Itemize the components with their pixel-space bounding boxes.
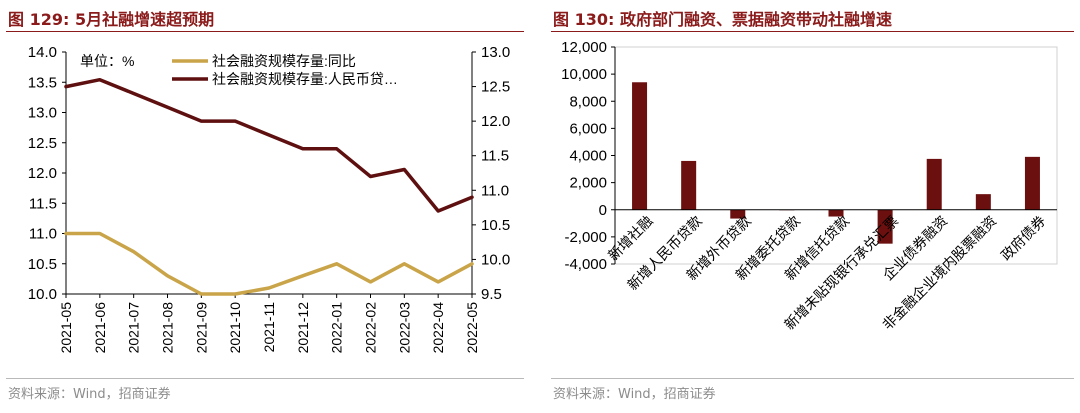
left-y-tick-label: 12.5	[28, 135, 57, 152]
y-tick-label: 2,000	[569, 175, 607, 192]
x-tick-label: 2022-04	[430, 302, 446, 354]
right-y-tick-label: 10.0	[481, 251, 510, 268]
left-y-tick-label: 13.5	[28, 74, 57, 91]
bar	[975, 194, 991, 210]
left-title-rule	[6, 31, 524, 32]
x-tick-label: 2021-10	[227, 302, 243, 354]
x-tick-label: 2021-09	[193, 302, 209, 354]
bar	[681, 160, 697, 210]
left-chart-title: 图 129: 5月社融增速超预期	[8, 10, 215, 29]
left-y-tick-label: 10.0	[28, 286, 57, 303]
bar	[1024, 156, 1040, 210]
left-source-note: 资料来源：Wind，招商证券	[8, 387, 171, 402]
right-y-tick-label: 13.0	[481, 44, 510, 61]
left-y-tick-label: 13.0	[28, 105, 57, 122]
x-tick-label: 2022-02	[363, 302, 379, 354]
right-chart-title: 图 130: 政府部门融资、票据融资带动社融增速	[553, 10, 892, 29]
x-category-label: 政府债券	[998, 213, 1049, 264]
bar	[828, 209, 844, 217]
right-y-tick-label: 10.5	[481, 217, 510, 234]
bar	[877, 209, 893, 244]
bar-chart: -4,000 -2,000 0 2,000 4,000 6,000 8,000 10,000 1…	[561, 39, 1058, 333]
bar	[730, 209, 746, 219]
x-tick-label: 2021-06	[92, 302, 108, 354]
line-chart: 10.0 10.5 11.0 11.5 12.0 12.5 13.0 13.5 14.0 9.5 1…	[28, 44, 510, 354]
x-tick-label: 2022-03	[396, 302, 412, 354]
x-tick-label: 2022-01	[329, 302, 345, 354]
x-tick-label: 2021-08	[160, 302, 176, 354]
right-chart-panel: 图 130: 政府部门融资、票据融资带动社融增速 -4,000 -2,000 0 2,…	[545, 0, 1080, 413]
right-title-rule	[551, 31, 1074, 32]
unit-label: 单位：%	[80, 53, 134, 69]
y-tick-label: -2,000	[564, 229, 607, 246]
right-y-tick-label: 11.0	[481, 182, 509, 199]
y-tick-label: -4,000	[564, 256, 607, 273]
left-y-tick-label: 12.0	[28, 165, 57, 182]
left-y-tick-label: 11.5	[29, 195, 57, 212]
x-tick-label: 2021-12	[295, 302, 311, 354]
y-tick-label: 0	[599, 202, 607, 219]
left-source-rule	[6, 378, 524, 379]
right-y-tick-label: 9.5	[481, 286, 502, 303]
x-tick-label: 2022-05	[464, 302, 480, 354]
right-y-tick-label: 12.5	[481, 79, 510, 96]
right-y-tick-label: 11.5	[481, 148, 509, 165]
left-y-tick-label: 14.0	[28, 44, 57, 61]
left-chart-panel: 图 129: 5月社融增速超预期 10.0 10.5 11.0 11.5 12.0 12.…	[0, 0, 530, 413]
series-line-2	[64, 77, 474, 213]
legend-label-2: 社会融资规模存量:人民币贷…	[212, 71, 398, 87]
y-tick-label: 4,000	[569, 148, 607, 165]
x-category-label: 新增社融	[605, 213, 656, 264]
x-tick-label: 2021-05	[58, 302, 74, 354]
left-y-tick-label: 10.5	[28, 256, 57, 273]
y-tick-label: 12,000	[561, 39, 607, 56]
y-tick-label: 8,000	[569, 93, 607, 110]
x-tick-label: 2021-11	[261, 302, 277, 353]
y-tick-label: 10,000	[561, 66, 607, 83]
legend-label-1: 社会融资规模存量:同比	[212, 53, 356, 69]
y-tick-label: 6,000	[569, 120, 607, 137]
right-y-tick-label: 12.0	[481, 113, 510, 130]
bar	[632, 82, 648, 210]
left-y-tick-label: 11.0	[29, 226, 57, 243]
bar	[926, 158, 942, 210]
series-line-1	[64, 231, 474, 296]
x-tick-label: 2021-07	[126, 302, 142, 354]
right-source-rule	[551, 378, 1074, 379]
right-source-note: 资料来源：Wind，招商证券	[553, 387, 716, 402]
